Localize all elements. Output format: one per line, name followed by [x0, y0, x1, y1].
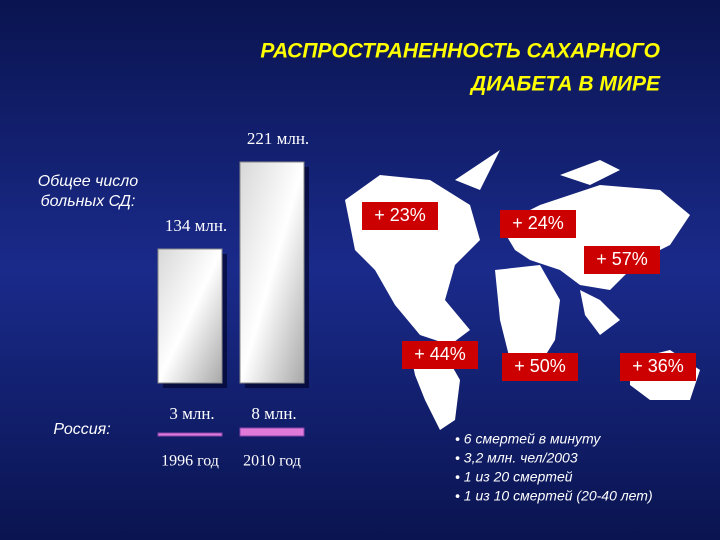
title: ДИАБЕТА В МИРЕ: [469, 73, 661, 96]
growth-label: + 44%: [414, 344, 466, 364]
russia-value-label: 8 млн.: [251, 404, 296, 423]
x-tick-label: 2010 год: [243, 453, 301, 470]
note: • 6 смертей в минуту: [455, 431, 601, 447]
growth-label: + 50%: [514, 356, 566, 376]
bar: [239, 161, 305, 384]
title: РАСПРОСТРАНЕННОСТЬ САХАРНОГО: [260, 40, 660, 63]
growth-badge: [402, 341, 478, 369]
growth-label: + 36%: [632, 356, 684, 376]
note: • 1 из 20 смертей: [455, 469, 573, 485]
x-tick-label: 1996 год: [161, 453, 219, 470]
y-label: Общее число: [38, 173, 139, 190]
growth-badge: [620, 353, 696, 381]
growth-label: + 23%: [374, 205, 426, 225]
russia-bar: [239, 427, 305, 437]
growth-badge: [362, 202, 438, 230]
russia-value-label: 3 млн.: [169, 404, 214, 423]
y-label: больных СД:: [41, 193, 136, 210]
growth-label: + 57%: [596, 249, 648, 269]
russia-bar: [157, 432, 223, 437]
bar: [157, 248, 223, 384]
note: • 3,2 млн. чел/2003: [455, 450, 578, 466]
growth-label: + 24%: [512, 213, 564, 233]
value-label: 221 млн.: [247, 129, 309, 148]
russia-label: Россия:: [53, 421, 110, 438]
value-label: 134 млн.: [165, 216, 227, 235]
note: • 1 из 10 смертей (20-40 лет): [455, 488, 653, 504]
growth-badge: [502, 353, 578, 381]
growth-badge: [584, 246, 660, 274]
growth-badge: [500, 210, 576, 238]
